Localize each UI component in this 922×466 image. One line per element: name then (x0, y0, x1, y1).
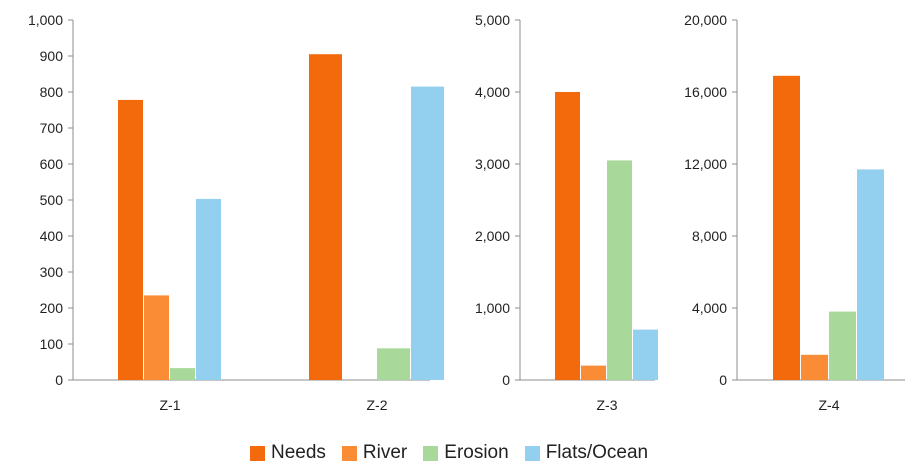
bar-erosion-z-2 (377, 348, 410, 380)
legend-swatch (524, 445, 540, 461)
y-tick-label: 500 (40, 192, 64, 208)
bar-river-z-1 (144, 295, 169, 380)
bar-needs-z-2 (309, 54, 342, 380)
y-tick-label: 20,000 (684, 12, 727, 28)
bar-needs-z-3 (555, 92, 580, 380)
legend-label: Erosion (444, 442, 509, 463)
bar-flats-ocean-z-3 (633, 329, 658, 380)
legend-label: River (362, 442, 408, 463)
y-tick-label: 0 (55, 372, 63, 388)
y-tick-label: 3,000 (475, 156, 510, 172)
category-label: Z-2 (367, 397, 388, 413)
bar-needs-z-4 (773, 75, 800, 381)
y-tick-label: 1,000 (475, 300, 510, 316)
y-tick-label: 1,000 (28, 12, 63, 28)
y-tick-label: 100 (40, 336, 64, 352)
legend-swatch (423, 445, 439, 461)
legend-item-erosion: Erosion (423, 442, 509, 464)
y-tick-label: 4,000 (692, 300, 727, 316)
bar-erosion-z-3 (607, 160, 632, 380)
bar-flats-ocean-z-1 (196, 198, 221, 380)
legend-item-river: River (341, 442, 408, 464)
y-tick-label: 5,000 (475, 12, 510, 28)
y-tick-label: 4,000 (475, 84, 510, 100)
legend-label: Flats/Ocean (545, 442, 649, 463)
legend-swatch (341, 445, 357, 461)
y-tick-label: 800 (40, 84, 64, 100)
y-tick-label: 700 (40, 120, 64, 136)
bar-needs-z-1 (118, 99, 143, 381)
legend-item-flats-ocean: Flats/Ocean (524, 442, 649, 464)
y-tick-label: 0 (502, 372, 510, 388)
y-tick-label: 2,000 (475, 228, 510, 244)
bar-flats-ocean-z-2 (411, 86, 444, 380)
y-tick-label: 8,000 (692, 228, 727, 244)
y-tick-label: 0 (719, 372, 727, 388)
bar-river-z-4 (801, 354, 828, 380)
legend-item-needs: Needs (250, 442, 326, 464)
y-tick-label: 900 (40, 48, 64, 64)
y-tick-label: 400 (40, 228, 64, 244)
y-tick-label: 12,000 (684, 156, 727, 172)
category-label: Z-1 (160, 397, 181, 413)
legend-label: Needs (271, 442, 326, 463)
bar-erosion-z-4 (829, 311, 856, 380)
category-label: Z-3 (597, 397, 618, 413)
bar-erosion-z-1 (170, 368, 195, 380)
category-label: Z-4 (819, 397, 840, 413)
legend: Needs River Erosion Flats/Ocean (250, 440, 664, 466)
legend-swatch (250, 445, 265, 461)
y-tick-label: 300 (40, 264, 64, 280)
bar-flats-ocean-z-4 (857, 169, 884, 380)
bar-river-z-3 (581, 365, 606, 380)
chart-area: 0 100 200 300 400 500 600 700 800 900 1,000 Z-1 Z-2 0… (28, 12, 905, 413)
y-tick-label: 16,000 (684, 84, 727, 100)
y-tick-label: 600 (40, 156, 64, 172)
y-tick-label: 200 (40, 300, 64, 316)
